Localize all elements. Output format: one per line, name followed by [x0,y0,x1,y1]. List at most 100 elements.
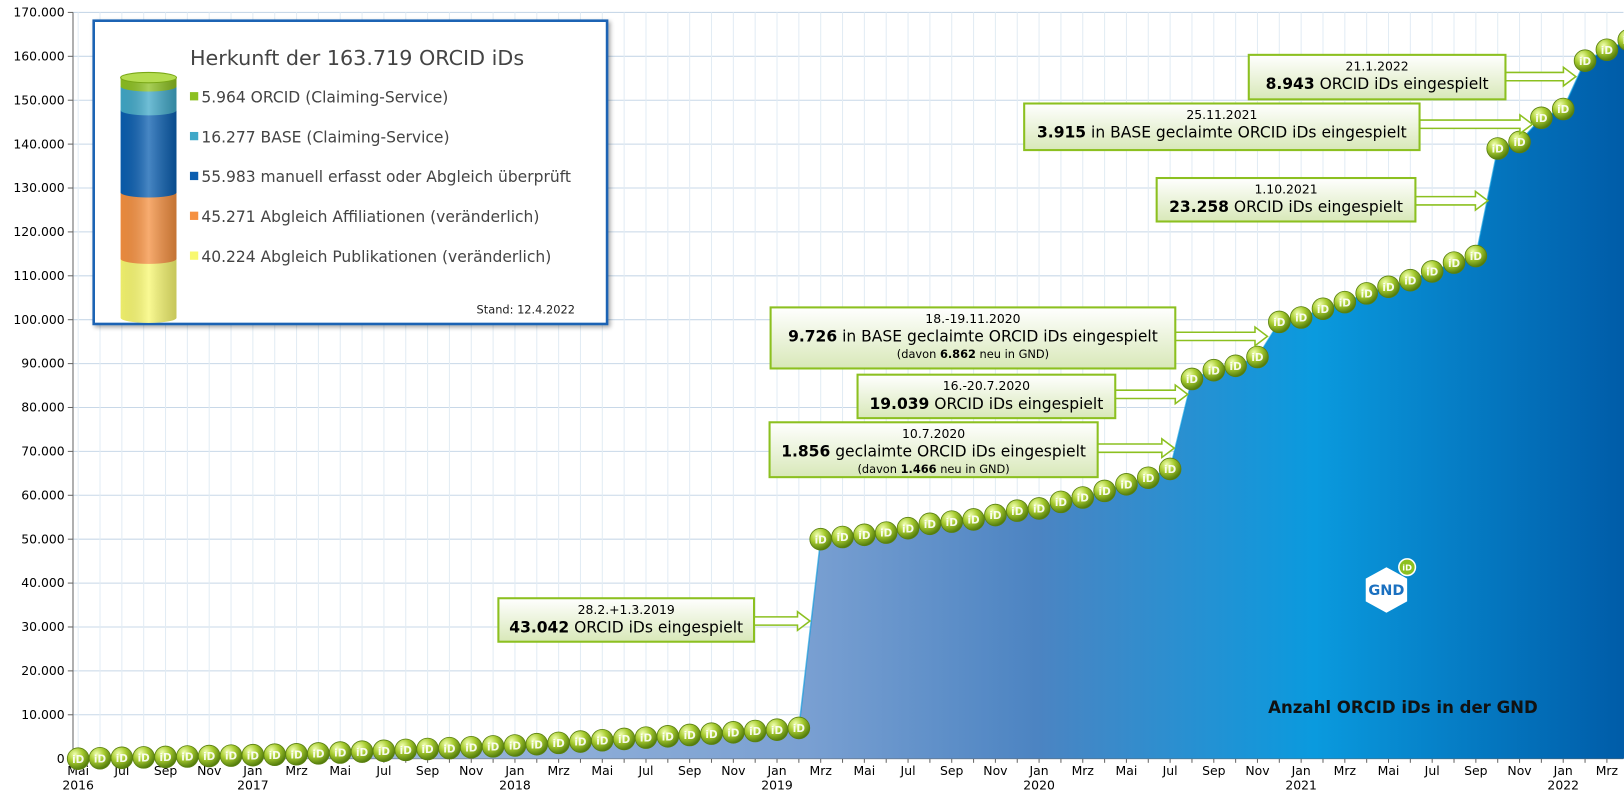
x-year-label: 2022 [1547,778,1579,793]
marker [1442,251,1466,274]
marker-label: iD [1273,317,1286,329]
marker-label: iD [880,528,893,540]
annotation-box [497,597,756,643]
annotation-note-part: neu in GND) [937,462,1010,476]
y-tick-label: 90.000 [21,356,65,371]
x-tick-label: Jul [637,763,653,778]
x-tick-label: Nov [459,763,483,778]
annotation-arrow [1414,189,1490,212]
annotation-note-part: (davon [897,347,940,361]
legend-name: ORCID (Claiming-Service) [246,88,449,106]
inset-title: Herkunft der 163.719 ORCID iDs [190,46,524,70]
annotation-desc: ORCID iDs eingespielt [569,618,743,636]
marker-label: iD [924,519,937,531]
marker-label: iD [1557,104,1570,116]
x-tick-label: Sep [1464,763,1488,778]
marker-label: iD [356,747,369,759]
marker-label: iD [618,734,631,746]
x-year-label: 2020 [1023,778,1055,793]
annotation-note: (davon 1.466 neu in GND) [857,462,1009,476]
logo-hex [1365,567,1408,613]
annotation-arrow [1174,325,1269,348]
annotation-arrow [1504,65,1578,88]
annotation-text: 23.258 ORCID iDs eingespielt [1169,198,1403,216]
y-tick-label: 140.000 [13,136,64,151]
annotation-box [768,421,1099,479]
x-tick-label: Jan [1029,763,1049,778]
x-tick-label: Sep [678,763,702,778]
legend-swatch [189,251,199,260]
marker-label: iD [989,510,1002,522]
marker-label: iD [1055,497,1068,509]
annotation-box [1023,102,1421,152]
marker [1027,497,1051,520]
marker-label: iD [574,737,587,749]
legend-swatch [189,131,199,141]
annotation-value: 19.039 [869,395,929,413]
x-tick-label: Jul [1162,763,1178,778]
x-tick-label: Mrz [285,763,307,778]
x-tick-label: Mai [1378,763,1400,778]
annotation-desc: ORCID iDs eingespielt [929,395,1103,413]
marker-label: iD [116,753,129,765]
annotation-text: 9.726 in BASE geclaimte ORCID iDs einges… [788,328,1158,346]
marker [1486,137,1509,160]
marker-label: iD [269,750,282,762]
marker-label: iD [1164,464,1177,476]
marker-label: iD [596,735,609,747]
inset-box [92,19,609,326]
marker-label: iD [1382,282,1395,294]
marker-label: iD [72,754,85,766]
x-tick-label: Mrz [1072,763,1094,778]
marker-label: iD [1011,506,1024,518]
marker-label: iD [509,741,522,753]
annotation-note-part: (davon [857,462,900,476]
legend-text: 40.224 Abgleich Publikationen (veränderl… [201,248,551,266]
marker-label: iD [225,751,238,763]
annotation-value: 8.943 [1266,75,1315,93]
y-tick-label: 50.000 [21,531,65,546]
marker-label: iD [1120,479,1133,491]
annotation-text: 1.856 geclaimte ORCID iDs eingespielt [781,442,1086,460]
marker-label: iD [1077,493,1090,505]
annotation-arrow [753,610,812,632]
x-tick-label: Jan [1291,763,1311,778]
annotation-date: 21.1.2022 [1346,58,1409,73]
marker-label: iD [1295,313,1308,325]
marker-label: iD [400,745,413,757]
stack-shade [120,258,177,323]
marker-label: iD [159,752,172,764]
annotation-box [856,373,1117,420]
marker-label: iD [1492,144,1505,156]
logo-badge [1398,558,1417,577]
marker-label: iD [1339,297,1352,309]
y-tick-label: 30.000 [21,619,65,634]
y-tick-label: 120.000 [13,224,64,239]
marker [984,503,1007,527]
marker [874,521,898,544]
legend-swatch [189,171,199,181]
marker-label: iD [946,517,959,529]
marker-label: iD [1361,289,1374,301]
legend-value: 16.277 [201,128,255,146]
marker-label: iD [858,530,871,542]
y-tick-label: 20.000 [21,663,65,678]
y-tick-label: 150.000 [13,92,64,107]
marker-label: iD [334,748,347,760]
x-tick-label: Nov [197,763,221,778]
annotation-value: 23.258 [1169,198,1229,216]
inset-stand: Stand: 12.4.2022 [477,303,575,317]
logo-text: GND [1368,583,1404,599]
marker-label: iD [465,742,478,754]
x-year-label: 2017 [237,778,269,793]
y-tick-label: 40.000 [21,575,65,590]
marker [1333,290,1357,314]
annotation-arrow [1418,113,1534,136]
legend-name: manuell erfasst oder Abgleich überprüft [256,168,571,186]
marker-label: iD [902,523,915,535]
y-tick-label: 0 [57,751,65,766]
x-year-label: 2016 [62,778,94,793]
annotation-arrow [1114,383,1190,406]
legend-swatch [189,92,199,101]
x-tick-label: Sep [940,763,964,778]
